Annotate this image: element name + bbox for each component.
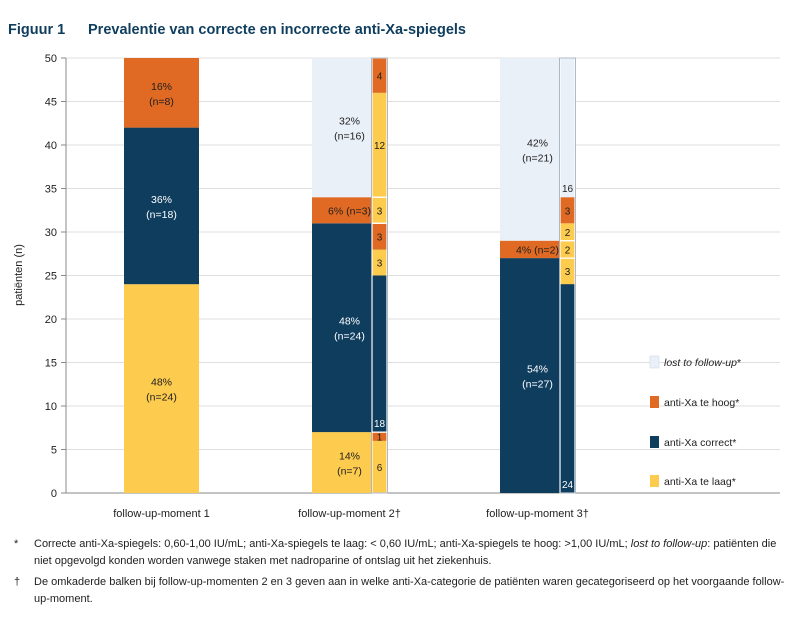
breakdown-segment-hoog <box>560 197 575 224</box>
y-tick-label: 35 <box>45 184 57 196</box>
legend-item-hoog: anti-Xa te hoog* <box>650 396 739 409</box>
legend-label: anti-Xa correct* <box>664 437 736 449</box>
stacked-bar-chart: 0 5 10 15 20 25 30 35 40 45 50 patiënten (n) 48% (n=2… <box>13 53 780 520</box>
breakdown-label: 6 <box>377 463 383 474</box>
breakdown-label: 3 <box>565 267 571 278</box>
bar-label: 4% (n=2) <box>516 244 559 256</box>
x-tick-label: follow-up-moment 3† <box>486 508 589 520</box>
breakdown-segment-hoog <box>372 432 387 441</box>
legend-item-lost: lost to follow-up* <box>649 355 741 369</box>
breakdown-segment-hoog <box>372 58 387 93</box>
bar-label: 54% <box>527 364 548 376</box>
bar-label: 14% <box>339 451 360 463</box>
y-tick-label: 0 <box>51 488 57 500</box>
bar-segment-laag <box>124 284 199 493</box>
x-tick-label: follow-up-moment 1 <box>113 508 210 520</box>
breakdown-segment-hoog <box>372 223 387 250</box>
breakdown-bar: 6 1 18 3 3 3 12 4 <box>371 57 388 494</box>
breakdown-segment-laag <box>372 440 387 493</box>
bar-sublabel: (n=18) <box>146 209 177 221</box>
legend-swatch <box>649 355 660 369</box>
breakdown-label: 2 <box>565 228 571 239</box>
breakdown-label: 1 <box>377 432 383 443</box>
footnote-symbol: † <box>14 576 21 588</box>
y-tick-label: 20 <box>45 314 57 326</box>
breakdown-segment-correct <box>372 275 387 433</box>
bar-sublabel: (n=21) <box>522 152 553 164</box>
bar-label: 36% <box>151 194 172 206</box>
legend-label: anti-Xa te laag* <box>664 476 736 488</box>
y-tick-label: 5 <box>51 445 57 457</box>
breakdown-label: 18 <box>374 419 386 430</box>
breakdown-outline <box>371 57 388 494</box>
footnote-text: : patiënten die niet opgevolgd konden wo… <box>34 538 777 567</box>
footnote: † De omkaderde balken bij follow-up-momen… <box>14 574 792 608</box>
bar-sublabel: (n=24) <box>146 392 177 404</box>
breakdown-label: 16 <box>562 184 574 195</box>
main-bar: 48% (n=24) 36% (n=18) 16% (n=8) <box>124 58 199 493</box>
figure-number: Figuur 1 <box>8 22 66 38</box>
y-tick-label: 30 <box>45 227 57 239</box>
legend-label: lost to follow-up* <box>664 357 741 369</box>
bar-segment-hoog <box>500 240 575 259</box>
breakdown-segment-laag <box>372 197 387 224</box>
y-tick-label: 15 <box>45 358 57 370</box>
footnote-symbol: * <box>14 538 19 550</box>
breakdown-label: 3 <box>377 206 383 217</box>
y-tick-label: 45 <box>45 97 57 109</box>
bar-sublabel: (n=8) <box>149 96 174 108</box>
breakdown-segment-laag <box>560 240 575 259</box>
breakdown-label: 24 <box>562 480 574 491</box>
figure-title-text: Prevalentie van correcte en incorrecte a… <box>88 22 466 38</box>
bar-label: 6% (n=3) <box>328 205 371 217</box>
bar-label: 48% <box>151 377 172 389</box>
y-axis-label: patiënten (n) <box>13 244 25 306</box>
legend-swatch <box>650 396 659 408</box>
breakdown-segment-correct <box>560 284 575 493</box>
footnote-text: De omkaderde balken bij follow-up-moment… <box>34 576 785 605</box>
breakdown-label: 3 <box>565 206 571 217</box>
bar-sublabel: (n=16) <box>334 131 365 143</box>
breakdown-bar: 24 3 2 2 3 16 <box>559 57 576 494</box>
legend-item-correct: anti-Xa correct* <box>650 436 736 449</box>
bar-label: 16% <box>151 81 172 93</box>
breakdown-label: 4 <box>377 71 383 82</box>
bar-sublabel: (n=24) <box>334 331 365 343</box>
x-tick-label: follow-up-moment 2† <box>298 508 401 520</box>
bar-segment-correct <box>124 127 199 285</box>
bar-sublabel: (n=7) <box>337 466 362 478</box>
legend-item-laag: anti-Xa te laag* <box>650 475 736 488</box>
breakdown-segment-laag <box>560 223 575 241</box>
breakdown-segment-laag <box>372 92 387 198</box>
breakdown-label: 12 <box>374 141 386 152</box>
breakdown-label: 2 <box>565 245 571 256</box>
footnote-text: Correcte anti-Xa-spiegels: 0,60-1,00 IU/… <box>34 538 631 550</box>
breakdown-label: 3 <box>377 232 383 243</box>
legend-swatch <box>650 475 659 487</box>
footnotes: * Correcte anti-Xa-spiegels: 0,60-1,00 IU… <box>14 536 792 612</box>
y-tick-label: 40 <box>45 140 57 152</box>
footnote: * Correcte anti-Xa-spiegels: 0,60-1,00 IU… <box>14 536 792 570</box>
bar-label: 48% <box>339 316 360 328</box>
breakdown-label: 3 <box>377 258 383 269</box>
y-tick-label: 25 <box>45 271 57 283</box>
bar-label: 42% <box>527 137 548 149</box>
breakdown-segment-lost <box>560 58 575 198</box>
bar-label: 32% <box>339 116 360 128</box>
bar-sublabel: (n=27) <box>522 379 553 391</box>
legend-label: anti-Xa te hoog* <box>664 397 739 409</box>
breakdown-segment-laag <box>560 258 575 285</box>
breakdown-segment-laag <box>372 249 387 276</box>
y-tick-label: 50 <box>45 53 57 65</box>
legend-swatch <box>650 436 659 448</box>
footnote-text: lost to follow-up <box>630 538 708 550</box>
bar-segment-hoog <box>124 58 199 128</box>
breakdown-outline <box>559 57 576 494</box>
figure-title: Figuur 1 Prevalentie van correcte en inco… <box>8 22 466 38</box>
y-tick-label: 10 <box>45 401 57 413</box>
